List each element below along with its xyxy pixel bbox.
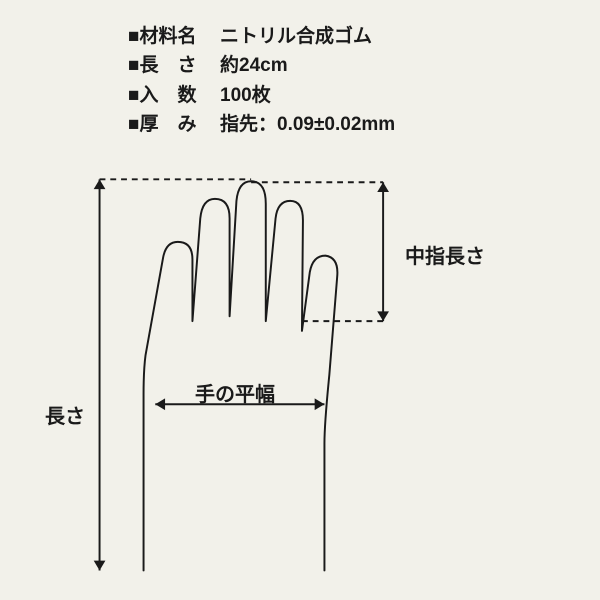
spec-label: ■入 数 [128,81,220,110]
spec-value: 100枚 [220,81,271,110]
spec-label: ■長 さ [128,51,220,80]
spec-row: ■厚 み 指先：0.09±0.02mm [128,110,395,139]
diagram-svg [60,150,540,590]
finger-length-label: 中指長さ [405,240,485,269]
spec-table: ■材料名 ニトリル合成ゴム ■長 さ 約24cm ■入 数 100枚 ■厚 み … [128,22,395,140]
spec-label: ■厚 み [128,110,220,139]
spec-row: ■入 数 100枚 [128,81,395,110]
spec-row: ■材料名 ニトリル合成ゴム [128,22,395,51]
palm-width-label: 手の平幅 [195,378,275,407]
spec-label: ■材料名 [128,22,220,51]
spec-row: ■長 さ 約24cm [128,51,395,80]
spec-value: 指先：0.09±0.02mm [220,110,395,139]
spec-value: ニトリル合成ゴム [220,22,372,51]
glove-diagram: 長さ 中指長さ 手の平幅 [60,150,540,590]
spec-value: 約24cm [220,51,288,80]
length-label: 長さ [45,400,85,429]
